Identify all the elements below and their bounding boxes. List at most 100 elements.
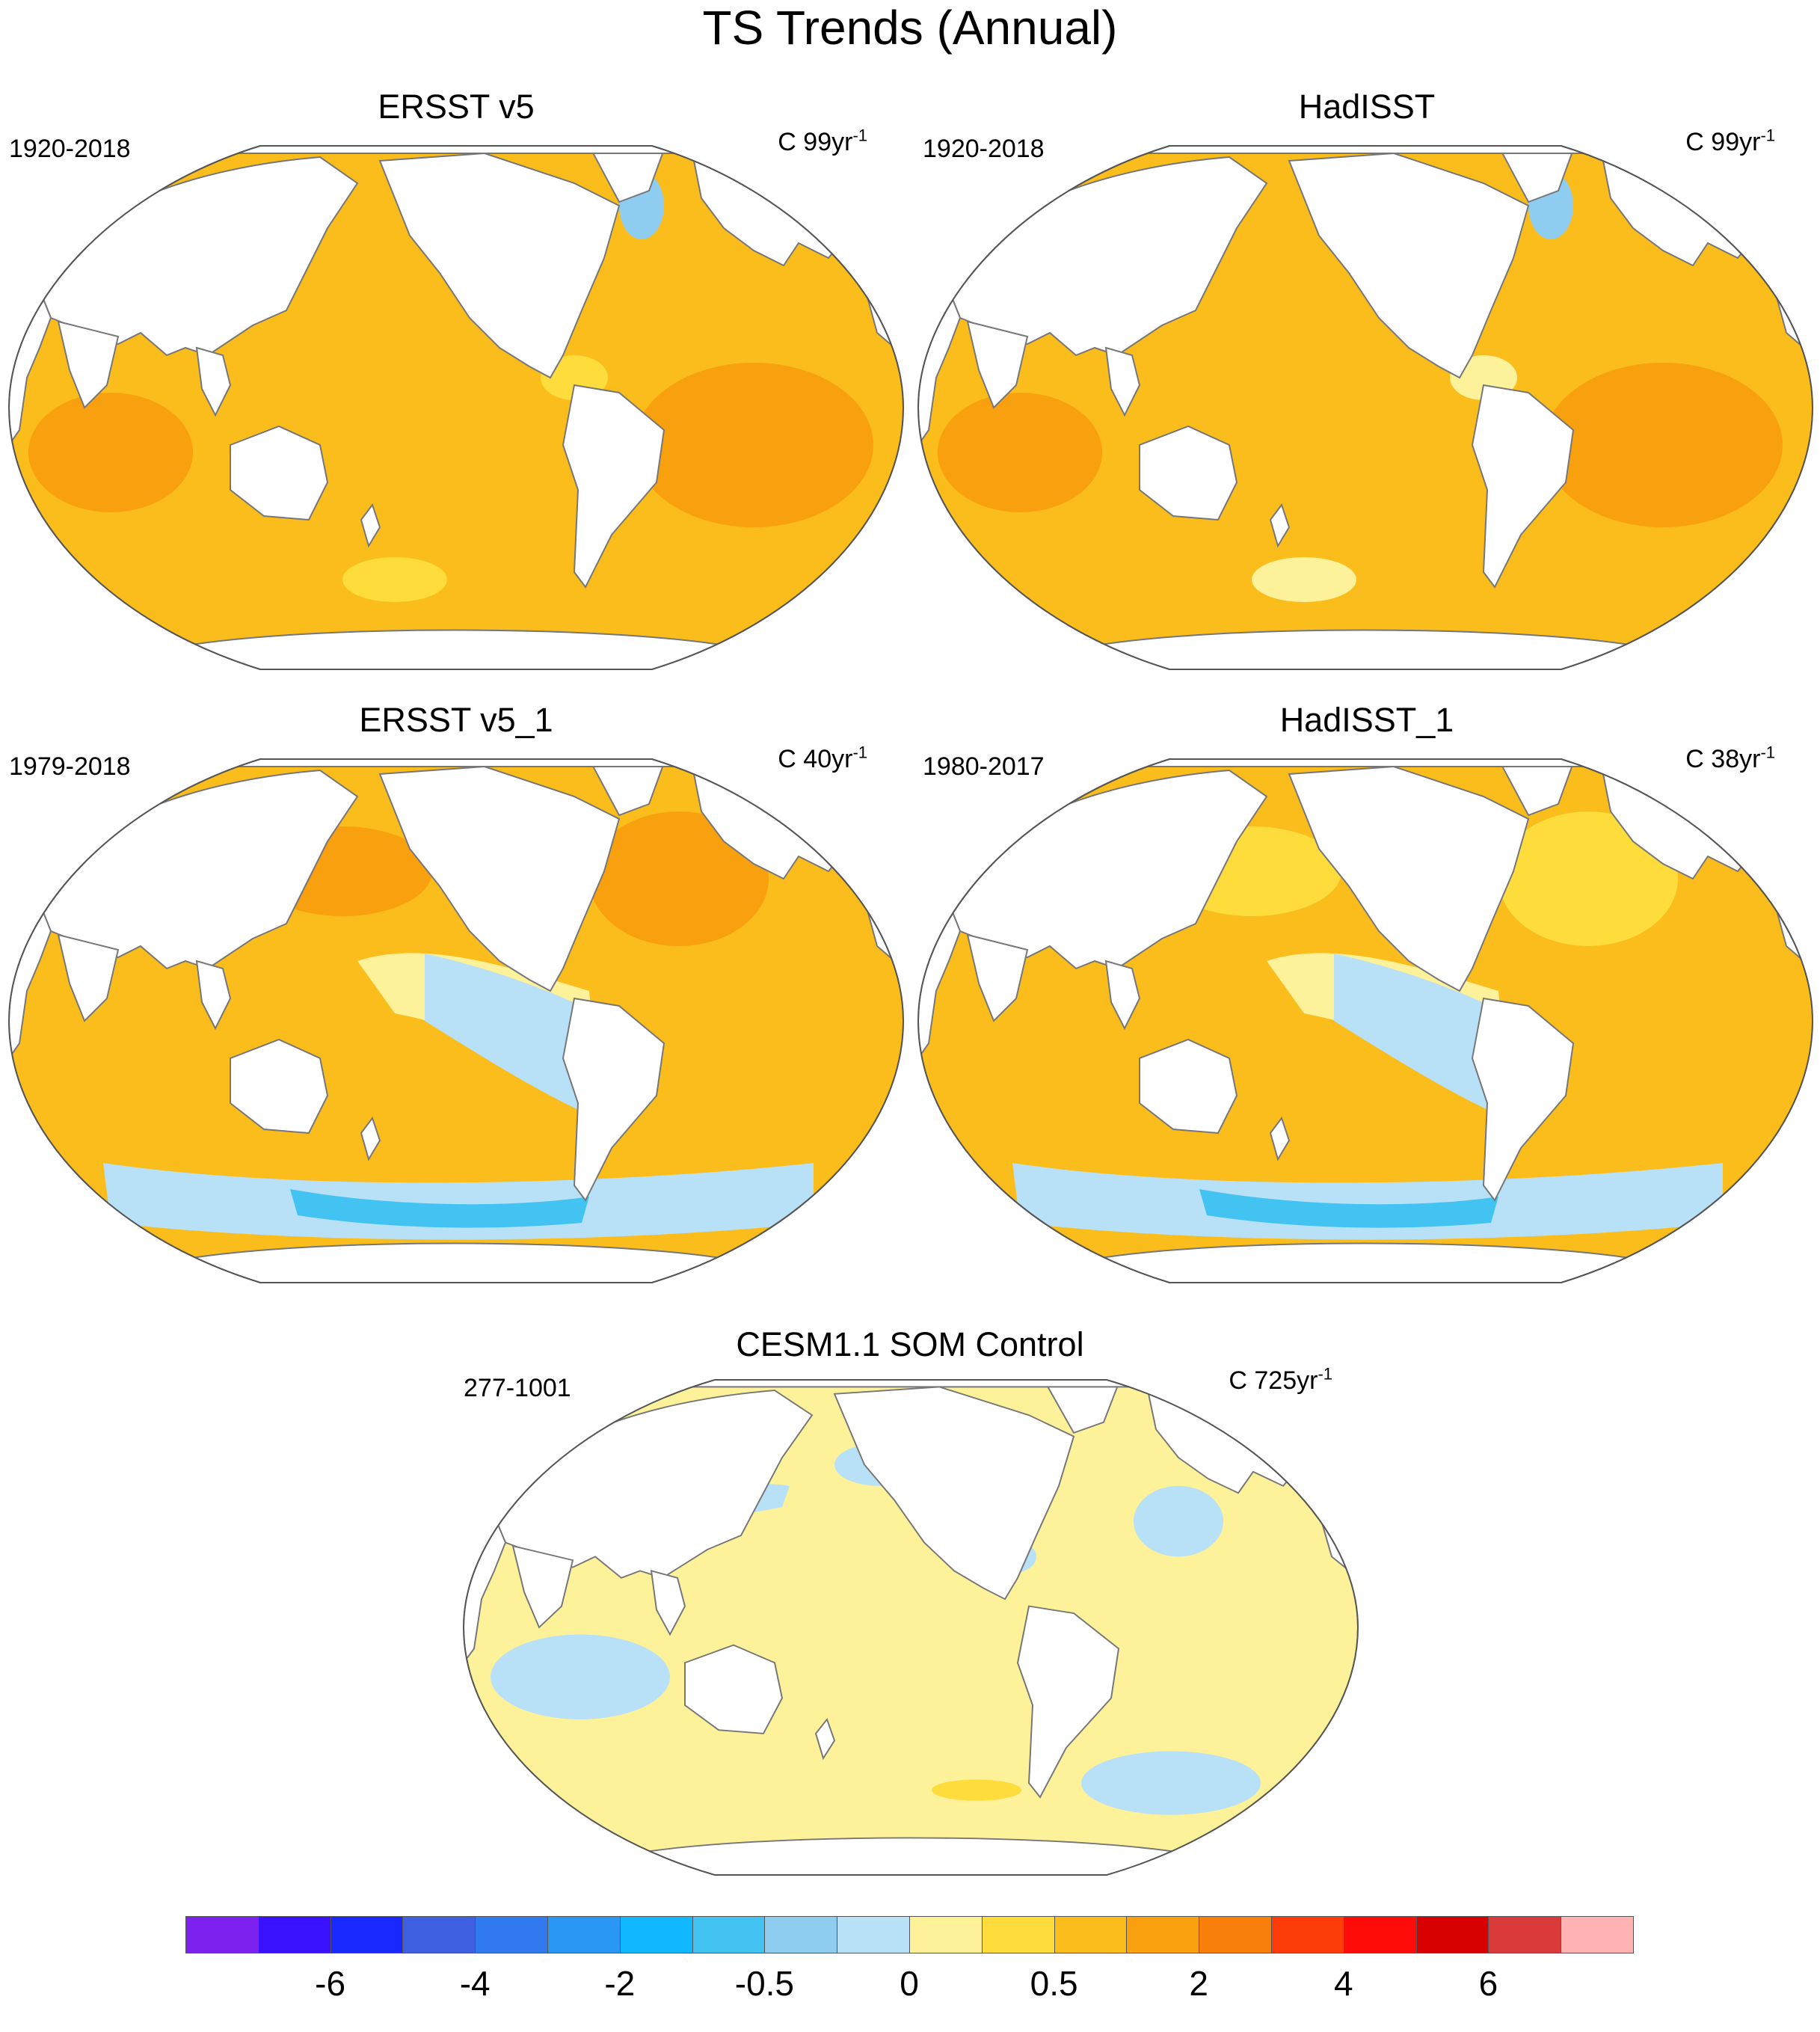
- colorbar-swatch: [764, 1916, 838, 1953]
- colorbar-swatch: [1343, 1916, 1417, 1953]
- warm-patch: [938, 393, 1102, 512]
- colorbar-tick-label: -0.5: [734, 1964, 795, 2003]
- colorbar-swatch: [692, 1916, 766, 1953]
- colorbar-swatch: [981, 1916, 1055, 1953]
- panel-title: HadISST_1: [1279, 701, 1454, 739]
- land-samerica: [562, 384, 665, 589]
- colorbar-swatch: [909, 1916, 983, 1953]
- land-indochina: [1104, 960, 1141, 1031]
- period-label: 1979-2018: [9, 752, 131, 781]
- panel-title: CESM1.1 SOM Control: [736, 1325, 1084, 1363]
- cool-patch: [1081, 1751, 1261, 1815]
- period-label: 1920-2018: [923, 135, 1045, 163]
- cold-core: [1199, 1189, 1498, 1228]
- cool-patch: [491, 1634, 670, 1719]
- warm-spot: [932, 1779, 1021, 1801]
- robinson-map: [917, 145, 1814, 670]
- cold-patch: [1334, 954, 1506, 1118]
- land-antarctic: [176, 1242, 737, 1283]
- robinson-map: [7, 145, 905, 670]
- land-antarctic: [1085, 629, 1646, 669]
- colorbar-tick-label: 0.5: [1030, 1964, 1078, 2003]
- colorbar-tick-label: -6: [315, 1964, 346, 2003]
- land-indochina: [195, 346, 232, 417]
- map-panel-hadisst: HadISST 1920-2018 C 99yr-1: [914, 86, 1820, 684]
- map-content: [918, 759, 1813, 1283]
- colorbar-swatch: [330, 1916, 404, 1953]
- cold-patch: [425, 954, 597, 1118]
- colorbar-tick-label: 0: [900, 1964, 919, 2003]
- map-panel-ersst-v5: ERSST v5 1920-2018 C 99yr-1: [0, 86, 912, 684]
- cold-core: [290, 1189, 589, 1228]
- land-namerica: [378, 152, 621, 379]
- colorbar-tick-label: 2: [1189, 1964, 1208, 2003]
- colorbar-swatch: [1054, 1916, 1128, 1953]
- warm-patch: [634, 363, 873, 527]
- land-namerica: [833, 1386, 1075, 1600]
- colorbar-swatch: [1271, 1916, 1344, 1953]
- map-panel-cesm-som-control: CESM1.1 SOM Control 277-1001 C 725yr-1: [458, 1324, 1362, 1892]
- map-outline: [917, 758, 1814, 1283]
- colorbar: [185, 1916, 1634, 1953]
- land-arctic: [609, 1379, 1212, 1388]
- colorbar-tick-label: 6: [1478, 1964, 1498, 2003]
- land-australia: [230, 1038, 329, 1135]
- map-content: [9, 146, 903, 669]
- land-arctic: [155, 146, 757, 154]
- weak-patch: [1252, 557, 1356, 602]
- colorbar-swatch: [1561, 1916, 1634, 1953]
- colorbar-tick-label: -4: [459, 1964, 491, 2003]
- warm-patch: [28, 393, 193, 512]
- land-arctic: [1064, 759, 1667, 767]
- map-content: [918, 146, 1813, 669]
- colorbar-swatch: [1199, 1916, 1272, 1953]
- land-namerica: [1288, 765, 1530, 992]
- land-samerica: [1471, 997, 1575, 1202]
- colorbar-swatch: [837, 1916, 910, 1953]
- colorbar-swatch: [1126, 1916, 1200, 1953]
- colorbar-swatch: [475, 1916, 548, 1953]
- land-india: [57, 320, 120, 409]
- robinson-map: [462, 1378, 1359, 1876]
- colorbar-swatch: [619, 1916, 693, 1953]
- land-namerica: [1288, 152, 1530, 379]
- land-antarctic: [1085, 1242, 1646, 1283]
- land-nz: [360, 503, 381, 548]
- land-arctic: [155, 759, 757, 767]
- land-australia: [684, 1644, 784, 1734]
- map-panel-ersst-v5-1: ERSST v5_1 1979-2018 C 40yr-1: [0, 699, 912, 1298]
- land-nz: [360, 1116, 381, 1161]
- land-indochina: [195, 960, 232, 1031]
- land-australia: [1139, 1038, 1238, 1135]
- map-outline: [917, 145, 1814, 670]
- cold-band: [1012, 1163, 1723, 1240]
- land-nz: [1269, 503, 1291, 548]
- land-samerica: [562, 997, 665, 1202]
- period-label: 1920-2018: [9, 135, 131, 163]
- cold-band: [103, 1163, 814, 1240]
- units-label: C 725yr-1: [1229, 1364, 1332, 1395]
- panel-title: ERSST v5_1: [359, 701, 553, 739]
- weak-patch: [342, 557, 447, 602]
- land-indochina: [1104, 346, 1141, 417]
- units-label: C 99yr-1: [778, 126, 867, 156]
- panel-title: HadISST: [1298, 88, 1436, 126]
- cool-patch: [1134, 1485, 1223, 1557]
- panel-title: ERSST v5: [378, 88, 535, 126]
- colorbar-tick-label: -2: [604, 1964, 636, 2003]
- warm-patch: [1498, 811, 1678, 946]
- map-panel-hadisst-1: HadISST_1 1980-2017 C 38yr-1: [914, 699, 1820, 1298]
- land-india: [966, 933, 1029, 1022]
- units-label: C 38yr-1: [1685, 743, 1775, 773]
- map-outline: [7, 145, 905, 670]
- land-indochina: [650, 1570, 686, 1636]
- robinson-map: [917, 758, 1814, 1283]
- colorbar-swatch: [402, 1916, 476, 1953]
- land-antarctic: [630, 1837, 1191, 1876]
- land-nz: [814, 1717, 836, 1761]
- land-australia: [230, 425, 329, 521]
- colorbar-swatch: [257, 1916, 331, 1953]
- land-india: [966, 320, 1029, 409]
- land-namerica: [378, 765, 621, 992]
- colorbar-swatch: [185, 1916, 259, 1953]
